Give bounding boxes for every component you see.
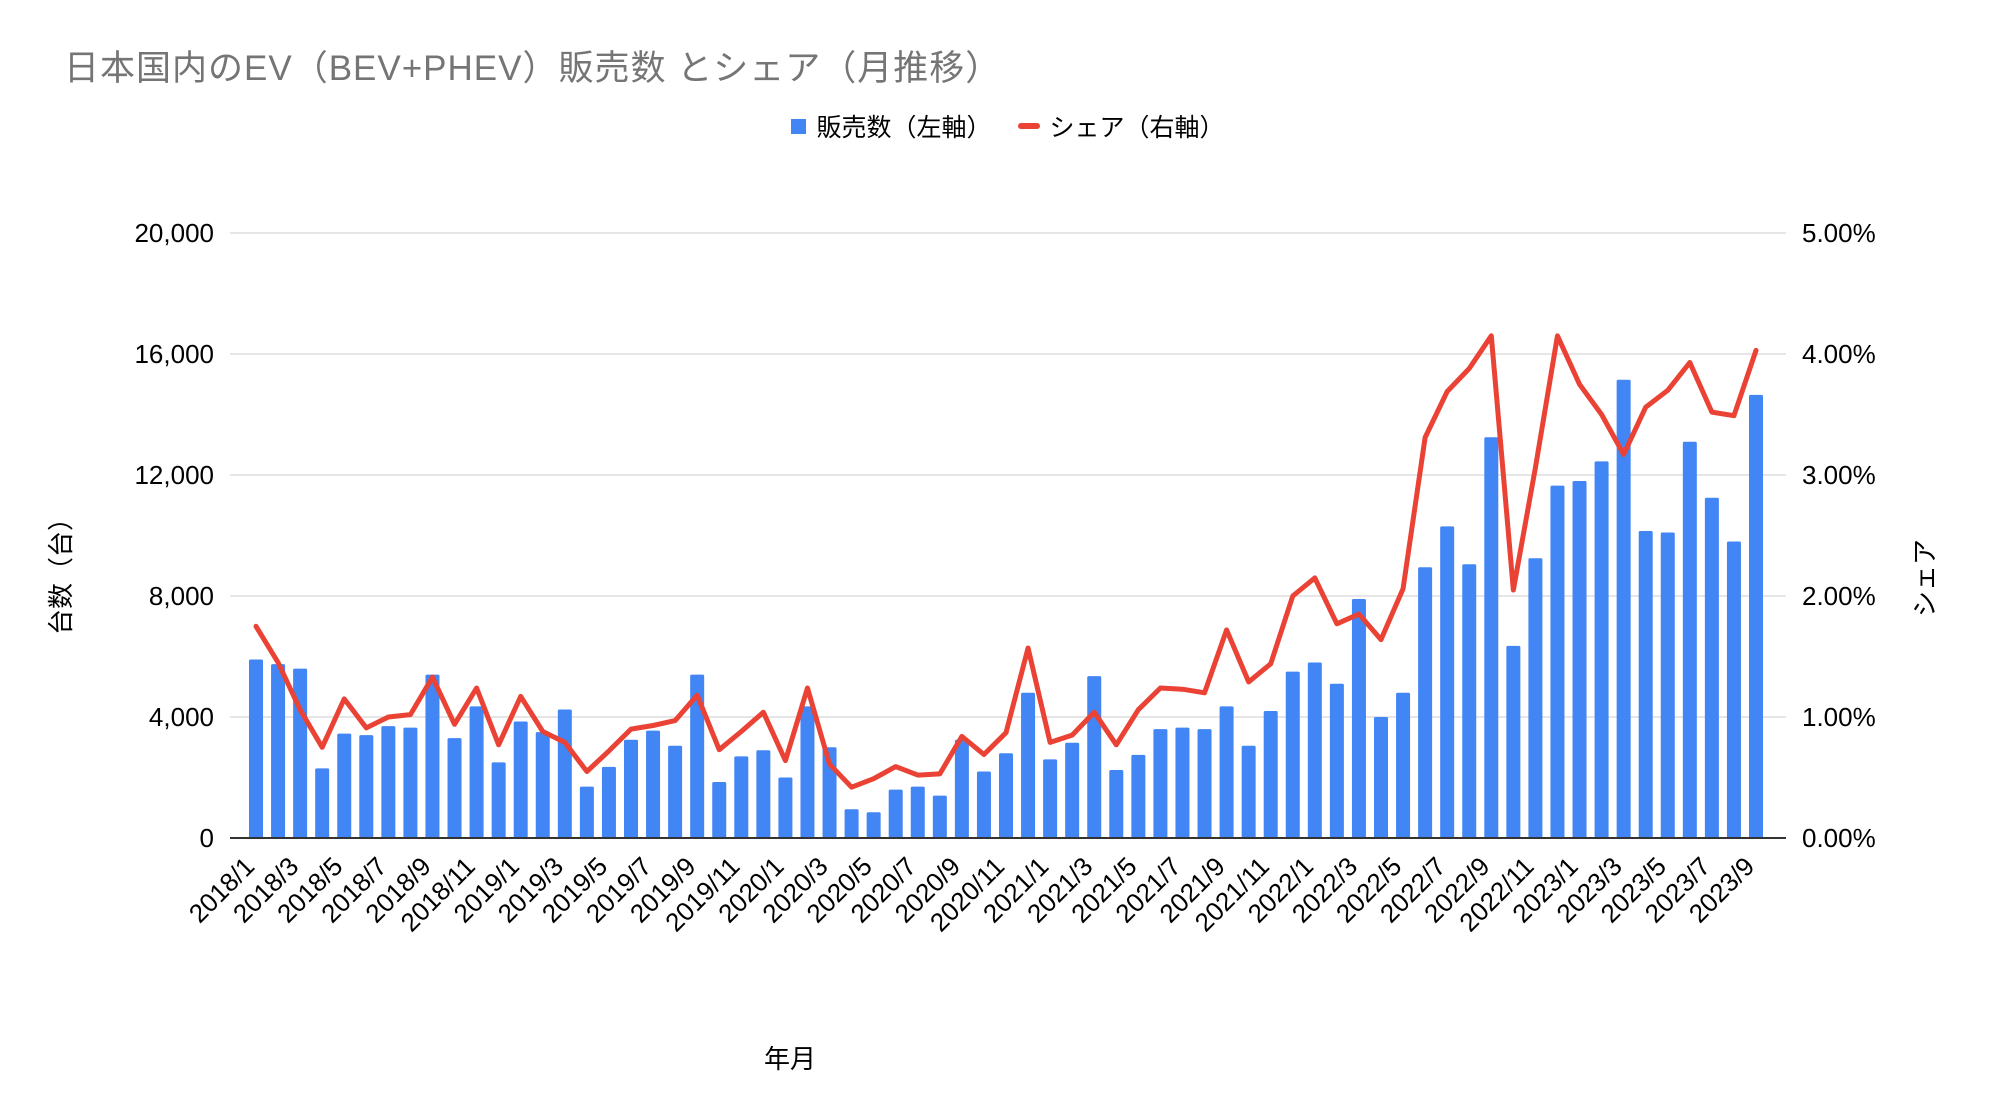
sales-bar-2020/7[interactable] [910, 786, 925, 838]
sales-bar-2020/6[interactable] [888, 789, 903, 838]
sales-bar-2019/6[interactable] [624, 739, 638, 838]
sales-bar-2018/8[interactable] [403, 727, 418, 838]
sales-bar-2023/9[interactable] [1749, 394, 1763, 838]
sales-bar-2023/3[interactable] [1616, 379, 1631, 838]
sales-bar-2018/5[interactable] [337, 733, 352, 838]
sales-bar-2023/2[interactable] [1594, 461, 1609, 838]
left-axis-tick-label: 4,000 [149, 702, 214, 732]
sales-bar-2023/6[interactable] [1682, 441, 1697, 838]
sales-bar-2021/5[interactable] [1131, 754, 1146, 838]
sales-bar-2022/9[interactable] [1484, 437, 1499, 838]
sales-bar-2023/7[interactable] [1704, 497, 1719, 838]
sales-bar-2019/2[interactable] [535, 732, 550, 838]
sales-bar-2018/10[interactable] [447, 738, 462, 838]
sales-bar-2019/3[interactable] [557, 709, 572, 838]
sales-bar-2019/1[interactable] [513, 721, 528, 838]
sales-bar-2019/12[interactable] [756, 750, 771, 838]
sales-bar-2021/9[interactable] [1219, 706, 1234, 838]
sales-bar-2021/1[interactable] [1043, 759, 1058, 838]
right-axis-tick-label: 3.00% [1802, 460, 1876, 490]
sales-bar-2023/5[interactable] [1660, 532, 1675, 838]
left-axis-tick-label: 12,000 [134, 460, 214, 490]
legend-item-sales[interactable]: 販売数（左軸） [791, 108, 992, 144]
sales-bar-2023/4[interactable] [1638, 530, 1653, 838]
right-axis-tick-label: 0.00% [1802, 823, 1876, 853]
left-axis-tick-label: 16,000 [134, 339, 214, 369]
left-axis-tick-label: 20,000 [134, 218, 214, 248]
left-axis-title: 台数（台） [46, 505, 76, 635]
sales-bar-2020/9[interactable] [954, 739, 969, 838]
sales-bar-2021/7[interactable] [1175, 727, 1190, 838]
sales-bar-2022/11[interactable] [1528, 558, 1543, 838]
left-axis-tick-label: 0 [200, 823, 214, 853]
sales-bar-2018/6[interactable] [359, 735, 374, 838]
sales-bar-2023/1[interactable] [1572, 481, 1587, 838]
sales-bar-2020/8[interactable] [932, 795, 947, 838]
chart-title: 日本国内のEV（BEV+PHEV）販売数 とシェア（月推移） [64, 49, 1002, 88]
sales-bar-2022/5[interactable] [1396, 692, 1411, 838]
sales-bar-2023/8[interactable] [1726, 541, 1741, 838]
sales-bar-2020/10[interactable] [976, 771, 991, 838]
sales-bar-2018/7[interactable] [381, 726, 396, 838]
sales-bar-2020/12[interactable] [1021, 692, 1036, 838]
sales-bar-2022/10[interactable] [1506, 645, 1521, 838]
sales-bar-2021/4[interactable] [1109, 769, 1124, 838]
share-line[interactable] [253, 333, 1759, 790]
sales-bar-2018/9[interactable] [425, 674, 440, 838]
sales-bar-2019/7[interactable] [646, 730, 661, 838]
legend-sales-label: 販売数（左軸） [816, 114, 992, 142]
sales-bar-2019/8[interactable] [668, 745, 683, 838]
sales-bar-2021/3[interactable] [1087, 676, 1102, 838]
sales-bar-2022/2[interactable] [1329, 683, 1344, 838]
sales-bar-2022/12[interactable] [1550, 485, 1565, 838]
sales-bar-2018/1[interactable] [249, 659, 263, 838]
sales-bar-2022/1[interactable] [1307, 662, 1322, 838]
sales-bar-2018/4[interactable] [315, 768, 330, 838]
sales-bar-2019/5[interactable] [601, 766, 616, 838]
right-axis-tick-label: 4.00% [1802, 339, 1876, 369]
sales-bar-2019/11[interactable] [734, 756, 749, 838]
sales-bar-2018/11[interactable] [469, 706, 484, 838]
sales-bar-2020/5[interactable] [866, 812, 881, 838]
sales-bar-2018/12[interactable] [491, 762, 506, 838]
share-swatch-icon [1017, 123, 1040, 129]
sales-bar-2022/4[interactable] [1374, 717, 1388, 838]
legend: 販売数（左軸） シェア（右軸） [230, 108, 1786, 144]
sales-bar-2020/2[interactable] [800, 706, 815, 838]
sales-bar-2020/4[interactable] [844, 809, 859, 838]
sales-bar-2018/2[interactable] [271, 664, 286, 838]
sales-bar-2020/11[interactable] [999, 753, 1013, 838]
right-axis-tick-label: 5.00% [1802, 218, 1876, 248]
legend-item-share[interactable]: シェア（右軸） [1017, 108, 1225, 144]
right-axis-title: シェア [1910, 539, 1940, 617]
sales-bar-2021/2[interactable] [1065, 742, 1080, 838]
sales-swatch-icon [791, 118, 807, 134]
sales-bar-2021/11[interactable] [1263, 710, 1278, 838]
sales-bar-2022/7[interactable] [1440, 526, 1455, 838]
right-axis-tick-label: 2.00% [1802, 581, 1876, 611]
sales-bar-2019/9[interactable] [690, 674, 705, 838]
sales-bar-2019/4[interactable] [579, 786, 594, 838]
right-axis-tick-label: 1.00% [1802, 702, 1876, 732]
legend-share-label: シェア（右軸） [1049, 114, 1225, 142]
sales-bar-2021/10[interactable] [1241, 745, 1256, 838]
sales-bar-2019/10[interactable] [712, 782, 727, 838]
sales-bar-2022/8[interactable] [1462, 564, 1477, 838]
left-axis-tick-label: 8,000 [149, 581, 214, 611]
sales-bar-2022/6[interactable] [1418, 567, 1433, 838]
sales-bar-2020/1[interactable] [778, 777, 793, 839]
sales-bar-2021/8[interactable] [1197, 729, 1212, 838]
sales-bar-2021/12[interactable] [1285, 671, 1300, 838]
x-axis-title: 年月 [764, 1044, 816, 1074]
sales-bar-2022/3[interactable] [1351, 599, 1366, 838]
sales-bar-2021/6[interactable] [1153, 729, 1168, 838]
